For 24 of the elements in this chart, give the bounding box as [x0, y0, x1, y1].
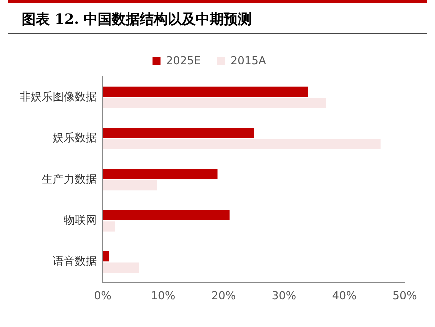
legend-label: 2025E: [166, 54, 202, 68]
x-tick-label: 40%: [332, 289, 357, 302]
x-tick-label: 0%: [94, 289, 112, 302]
y-tick-label: 非娱乐图像数据: [20, 90, 97, 104]
bar: [103, 262, 140, 273]
legend-label: 2015A: [230, 54, 267, 68]
bar: [103, 86, 308, 98]
x-tick-label: 10%: [151, 289, 176, 302]
x-tick-label: 30%: [272, 289, 296, 302]
bar: [103, 180, 158, 191]
bar: [103, 251, 110, 262]
y-tick-label: 物联网: [64, 214, 97, 227]
chart-title: 图表 12. 中国数据结构以及中期预测: [8, 3, 427, 34]
x-tick-label: 50%: [392, 289, 418, 302]
bar: [103, 169, 218, 180]
bar: [103, 98, 326, 108]
bar: [103, 222, 116, 232]
y-tick-label: 语音数据: [53, 255, 97, 268]
y-tick-label: 生产力数据: [42, 172, 97, 186]
bar: [103, 128, 254, 138]
bar: [103, 139, 381, 150]
bar: [103, 210, 230, 220]
y-tick-label: 娱乐数据: [53, 132, 97, 145]
x-tick-label: 20%: [212, 289, 236, 302]
